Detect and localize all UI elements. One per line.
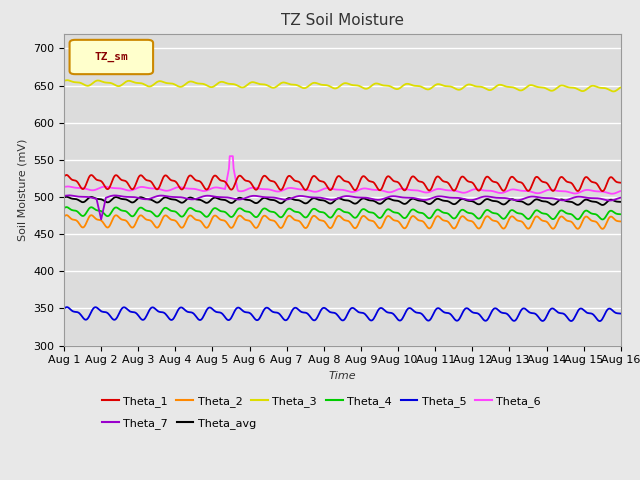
- Theta_4: [214, 207, 222, 213]
- Theta_3: [617, 84, 625, 90]
- Theta_4: [411, 207, 419, 213]
- Theta_6: [214, 185, 221, 191]
- Theta_avg: [428, 201, 435, 206]
- Theta_6: [184, 186, 192, 192]
- Theta_5: [596, 318, 604, 324]
- Theta_4: [185, 206, 193, 212]
- Theta_3: [63, 77, 71, 83]
- Theta_3: [128, 79, 136, 84]
- Theta_2: [428, 224, 435, 230]
- Theta_1: [185, 174, 193, 180]
- Theta_1: [63, 172, 70, 178]
- Theta_7: [60, 193, 68, 199]
- Theta_5: [71, 309, 79, 315]
- Line: Theta_4: Theta_4: [64, 207, 621, 219]
- Theta_1: [617, 180, 625, 186]
- Theta_4: [617, 211, 625, 217]
- Theta_avg: [60, 194, 68, 200]
- Theta_7: [412, 195, 419, 201]
- Theta_5: [128, 309, 136, 315]
- Theta_2: [185, 214, 193, 219]
- Theta_3: [428, 85, 435, 91]
- Theta_avg: [185, 195, 193, 201]
- Theta_6: [226, 153, 234, 159]
- Theta_2: [60, 213, 68, 219]
- Theta_6: [70, 185, 78, 191]
- Line: Theta_2: Theta_2: [64, 215, 621, 229]
- Theta_4: [60, 205, 68, 211]
- Theta_avg: [71, 196, 79, 202]
- Theta_7: [71, 193, 79, 199]
- Theta_6: [617, 188, 625, 194]
- Text: TZ_sm: TZ_sm: [95, 52, 128, 62]
- Theta_6: [609, 191, 616, 197]
- X-axis label: Time: Time: [328, 371, 356, 381]
- Line: Theta_7: Theta_7: [64, 195, 621, 219]
- Theta_7: [129, 194, 137, 200]
- Theta_6: [428, 189, 435, 194]
- Y-axis label: Soil Moisture (mV): Soil Moisture (mV): [17, 138, 28, 241]
- Theta_5: [185, 309, 193, 315]
- Theta_1: [411, 175, 419, 180]
- Title: TZ Soil Moisture: TZ Soil Moisture: [281, 13, 404, 28]
- Theta_2: [214, 215, 222, 221]
- Theta_6: [411, 187, 419, 193]
- Theta_1: [214, 175, 222, 181]
- Theta_6: [127, 188, 135, 193]
- Theta_4: [598, 216, 606, 222]
- Theta_1: [60, 173, 68, 179]
- Theta_5: [617, 311, 625, 316]
- Theta_avg: [598, 202, 606, 208]
- Theta_4: [128, 214, 136, 219]
- Line: Theta_6: Theta_6: [64, 156, 621, 194]
- Theta_6: [60, 184, 68, 190]
- Line: Theta_5: Theta_5: [64, 307, 621, 321]
- Theta_2: [63, 212, 70, 218]
- Theta_4: [71, 208, 79, 214]
- Theta_1: [428, 186, 435, 192]
- Theta_1: [598, 188, 606, 194]
- Theta_3: [71, 79, 79, 85]
- Theta_5: [214, 310, 222, 315]
- Theta_7: [215, 194, 223, 200]
- Theta_3: [411, 83, 419, 89]
- Theta_1: [71, 178, 79, 183]
- Theta_7: [97, 216, 105, 222]
- Theta_5: [428, 315, 435, 321]
- Theta_3: [214, 80, 222, 86]
- Theta_5: [411, 309, 419, 315]
- Theta_2: [598, 226, 606, 232]
- Line: Theta_1: Theta_1: [64, 175, 621, 191]
- Theta_4: [63, 204, 70, 210]
- Theta_avg: [617, 199, 625, 205]
- Theta_2: [617, 218, 625, 224]
- Theta_2: [128, 225, 136, 230]
- Theta_5: [60, 306, 68, 312]
- Theta_3: [60, 78, 68, 84]
- Line: Theta_avg: Theta_avg: [64, 197, 621, 205]
- Theta_avg: [214, 196, 222, 202]
- Theta_4: [428, 215, 435, 220]
- Theta_avg: [411, 196, 419, 202]
- Theta_7: [186, 196, 193, 202]
- Line: Theta_3: Theta_3: [64, 80, 621, 91]
- Legend: Theta_7, Theta_avg: Theta_7, Theta_avg: [97, 414, 260, 433]
- Theta_7: [617, 195, 625, 201]
- Theta_7: [65, 192, 72, 198]
- Theta_7: [428, 195, 436, 201]
- Theta_2: [411, 214, 419, 220]
- Theta_avg: [63, 194, 70, 200]
- Theta_3: [185, 79, 193, 85]
- Theta_1: [128, 186, 136, 192]
- Theta_avg: [128, 200, 136, 205]
- Theta_2: [71, 217, 79, 223]
- Theta_3: [610, 88, 618, 94]
- Theta_5: [63, 304, 71, 310]
- FancyBboxPatch shape: [70, 40, 153, 74]
